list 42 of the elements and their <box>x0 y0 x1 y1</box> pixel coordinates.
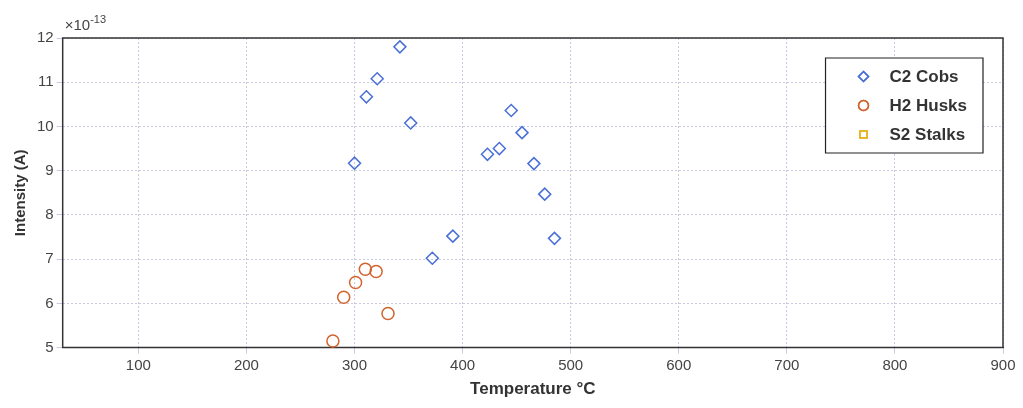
point <box>515 125 529 140</box>
x-tick-label: 200 <box>233 355 259 373</box>
y-tick-label: 10 <box>37 116 54 134</box>
y-tick-label: 12 <box>37 28 54 46</box>
point <box>403 116 418 130</box>
point <box>326 334 340 348</box>
y-tick-label: 9 <box>45 160 54 178</box>
point <box>370 71 384 86</box>
point <box>381 306 395 321</box>
y-tick-label: 7 <box>45 249 54 267</box>
x-tick-label: 900 <box>990 355 1016 373</box>
x-tick-label: 800 <box>882 355 908 373</box>
point <box>348 275 363 290</box>
legend-label: H2 Husks <box>889 96 967 116</box>
point <box>425 251 440 266</box>
legend-label: C2 Cobs <box>889 67 959 87</box>
x-axis-title: Temperature °C <box>470 379 596 399</box>
point <box>480 147 495 162</box>
point <box>393 40 407 54</box>
point <box>347 156 362 170</box>
point <box>446 229 460 243</box>
point <box>358 262 373 277</box>
x-tick-label: 600 <box>666 355 692 373</box>
x-tick-label: 100 <box>125 355 151 373</box>
y-tick-label: 6 <box>45 293 54 311</box>
legend-label: S2 Stalks <box>889 125 966 145</box>
point <box>336 290 351 304</box>
point <box>359 90 374 104</box>
point <box>369 264 383 279</box>
x-tick-label: 500 <box>558 355 584 373</box>
point <box>492 141 507 156</box>
x-tick-label: 300 <box>341 355 368 373</box>
y-tick-label: 8 <box>45 205 54 223</box>
y-tick-label: 11 <box>38 72 54 90</box>
y-tick-label: 5 <box>45 337 54 355</box>
x-tick-label: 700 <box>774 355 800 373</box>
point <box>537 187 552 201</box>
point <box>527 156 541 171</box>
point <box>504 103 518 118</box>
y-axis-title: Intensity (A) <box>11 149 29 237</box>
point <box>547 231 562 246</box>
x-tick-label: 400 <box>450 355 476 373</box>
